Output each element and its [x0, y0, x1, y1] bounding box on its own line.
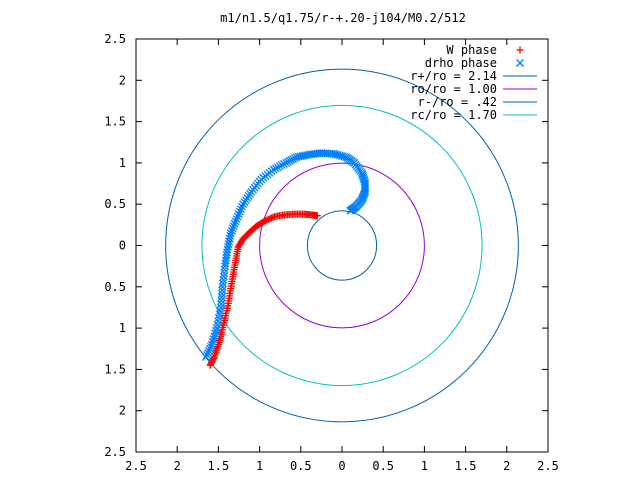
data-point-fill [264, 215, 272, 223]
data-point [346, 206, 355, 215]
data-point-fill [266, 215, 274, 223]
data-point [207, 340, 216, 349]
data-point-fill [204, 346, 213, 355]
data-point-fill [267, 214, 275, 222]
axis-ticks: 2.5 2 1.5 1 0.5 0 0.5 1 1.5 2 2.52.521.510.500.511… [104, 32, 559, 473]
y-tick-label: 0 [119, 239, 126, 253]
x-tick-label: 2 [503, 459, 510, 473]
y-tick-label: 1 [119, 156, 126, 170]
data-point-fill [263, 216, 271, 224]
data-point-fill [227, 226, 236, 235]
reference-circles [165, 68, 519, 423]
y-tick-label: 2 [119, 73, 126, 87]
x-tick-label: 0.5 [372, 459, 394, 473]
data-point-fill [218, 289, 226, 298]
series-drho-phase [202, 149, 370, 361]
data-point-fill [203, 350, 211, 359]
data-point-fill [269, 213, 277, 221]
data-point-fill [233, 212, 242, 221]
data-point [202, 353, 210, 361]
data-point-fill [234, 210, 243, 219]
circle-r-1_7 [201, 104, 483, 387]
data-point-fill [218, 286, 227, 295]
y-tick-label: 2.5 [104, 445, 126, 459]
data-point-fill [211, 329, 220, 338]
data-point-fill [208, 337, 217, 346]
legend-label: ro/ro = 1.00 [410, 82, 497, 96]
data-point-fill [235, 207, 244, 216]
data-point-fill [277, 161, 286, 170]
legend-swatch [516, 46, 524, 54]
x-tick-label: 0 [338, 459, 345, 473]
data-point-fill [217, 296, 226, 305]
circle-r-1 [259, 162, 425, 329]
data-point [313, 212, 321, 220]
data-point-fill [279, 160, 288, 168]
x-tick-label: 0.5 [290, 459, 312, 473]
y-tick-label: 1.5 [104, 115, 126, 129]
data-point-fill [210, 354, 218, 362]
x-tick-label: 2 [174, 459, 181, 473]
data-point-fill [210, 332, 219, 341]
data-point-fill [271, 164, 280, 173]
data-point-fill [204, 348, 212, 357]
y-tick-label: 2 [119, 404, 126, 418]
x-tick-label: 1.5 [455, 459, 477, 473]
data-point [226, 229, 235, 238]
data-point [261, 217, 269, 225]
legend-label: drho phase [425, 56, 497, 70]
circle-r-0_42 [306, 210, 378, 281]
y-tick-label: 1 [119, 321, 126, 335]
legend-label: r+/ro = 2.14 [410, 69, 497, 83]
x-tick-label: 1.5 [208, 459, 230, 473]
data-point [232, 215, 241, 224]
y-tick-label: 0.5 [104, 280, 126, 294]
legend-swatch [516, 59, 524, 67]
data-point-fill [228, 224, 237, 233]
data-point-fill [275, 162, 284, 171]
x-tick-label: 2.5 [125, 459, 147, 473]
data-point-fill [211, 326, 220, 335]
y-tick-label: 0.5 [104, 197, 126, 211]
data-point-fill [226, 231, 235, 240]
data-point-fill [238, 202, 246, 211]
x-tick-label: 1 [421, 459, 428, 473]
data-point-fill [217, 293, 226, 302]
data-point-fill [217, 300, 226, 308]
series-W-phase [206, 210, 321, 369]
data-point-fill [209, 335, 218, 344]
data-point-fill [230, 219, 239, 228]
data-point-fill [205, 344, 214, 353]
legend-label: r-/ro = .42 [418, 95, 497, 109]
data-point-fill [206, 342, 215, 351]
data-point-fill [236, 205, 245, 214]
chart-title: m1/n1.5/q1.75/r-+.20-j104/M0.2/512 [220, 11, 466, 25]
data-point [216, 303, 225, 312]
data-point-fill [229, 222, 238, 231]
data-point-fill [273, 163, 282, 172]
data-point [269, 165, 278, 174]
data-point-fill [231, 217, 240, 226]
legend-label: W phase [446, 43, 497, 57]
x-tick-label: 1 [256, 459, 263, 473]
legend-label: rc/ro = 1.70 [410, 108, 497, 122]
x-tick-label: 2.5 [537, 459, 559, 473]
y-tick-label: 2.5 [104, 32, 126, 46]
data-points [202, 149, 370, 369]
y-tick-label: 1.5 [104, 362, 126, 376]
circle-r-2_14 [165, 68, 519, 423]
